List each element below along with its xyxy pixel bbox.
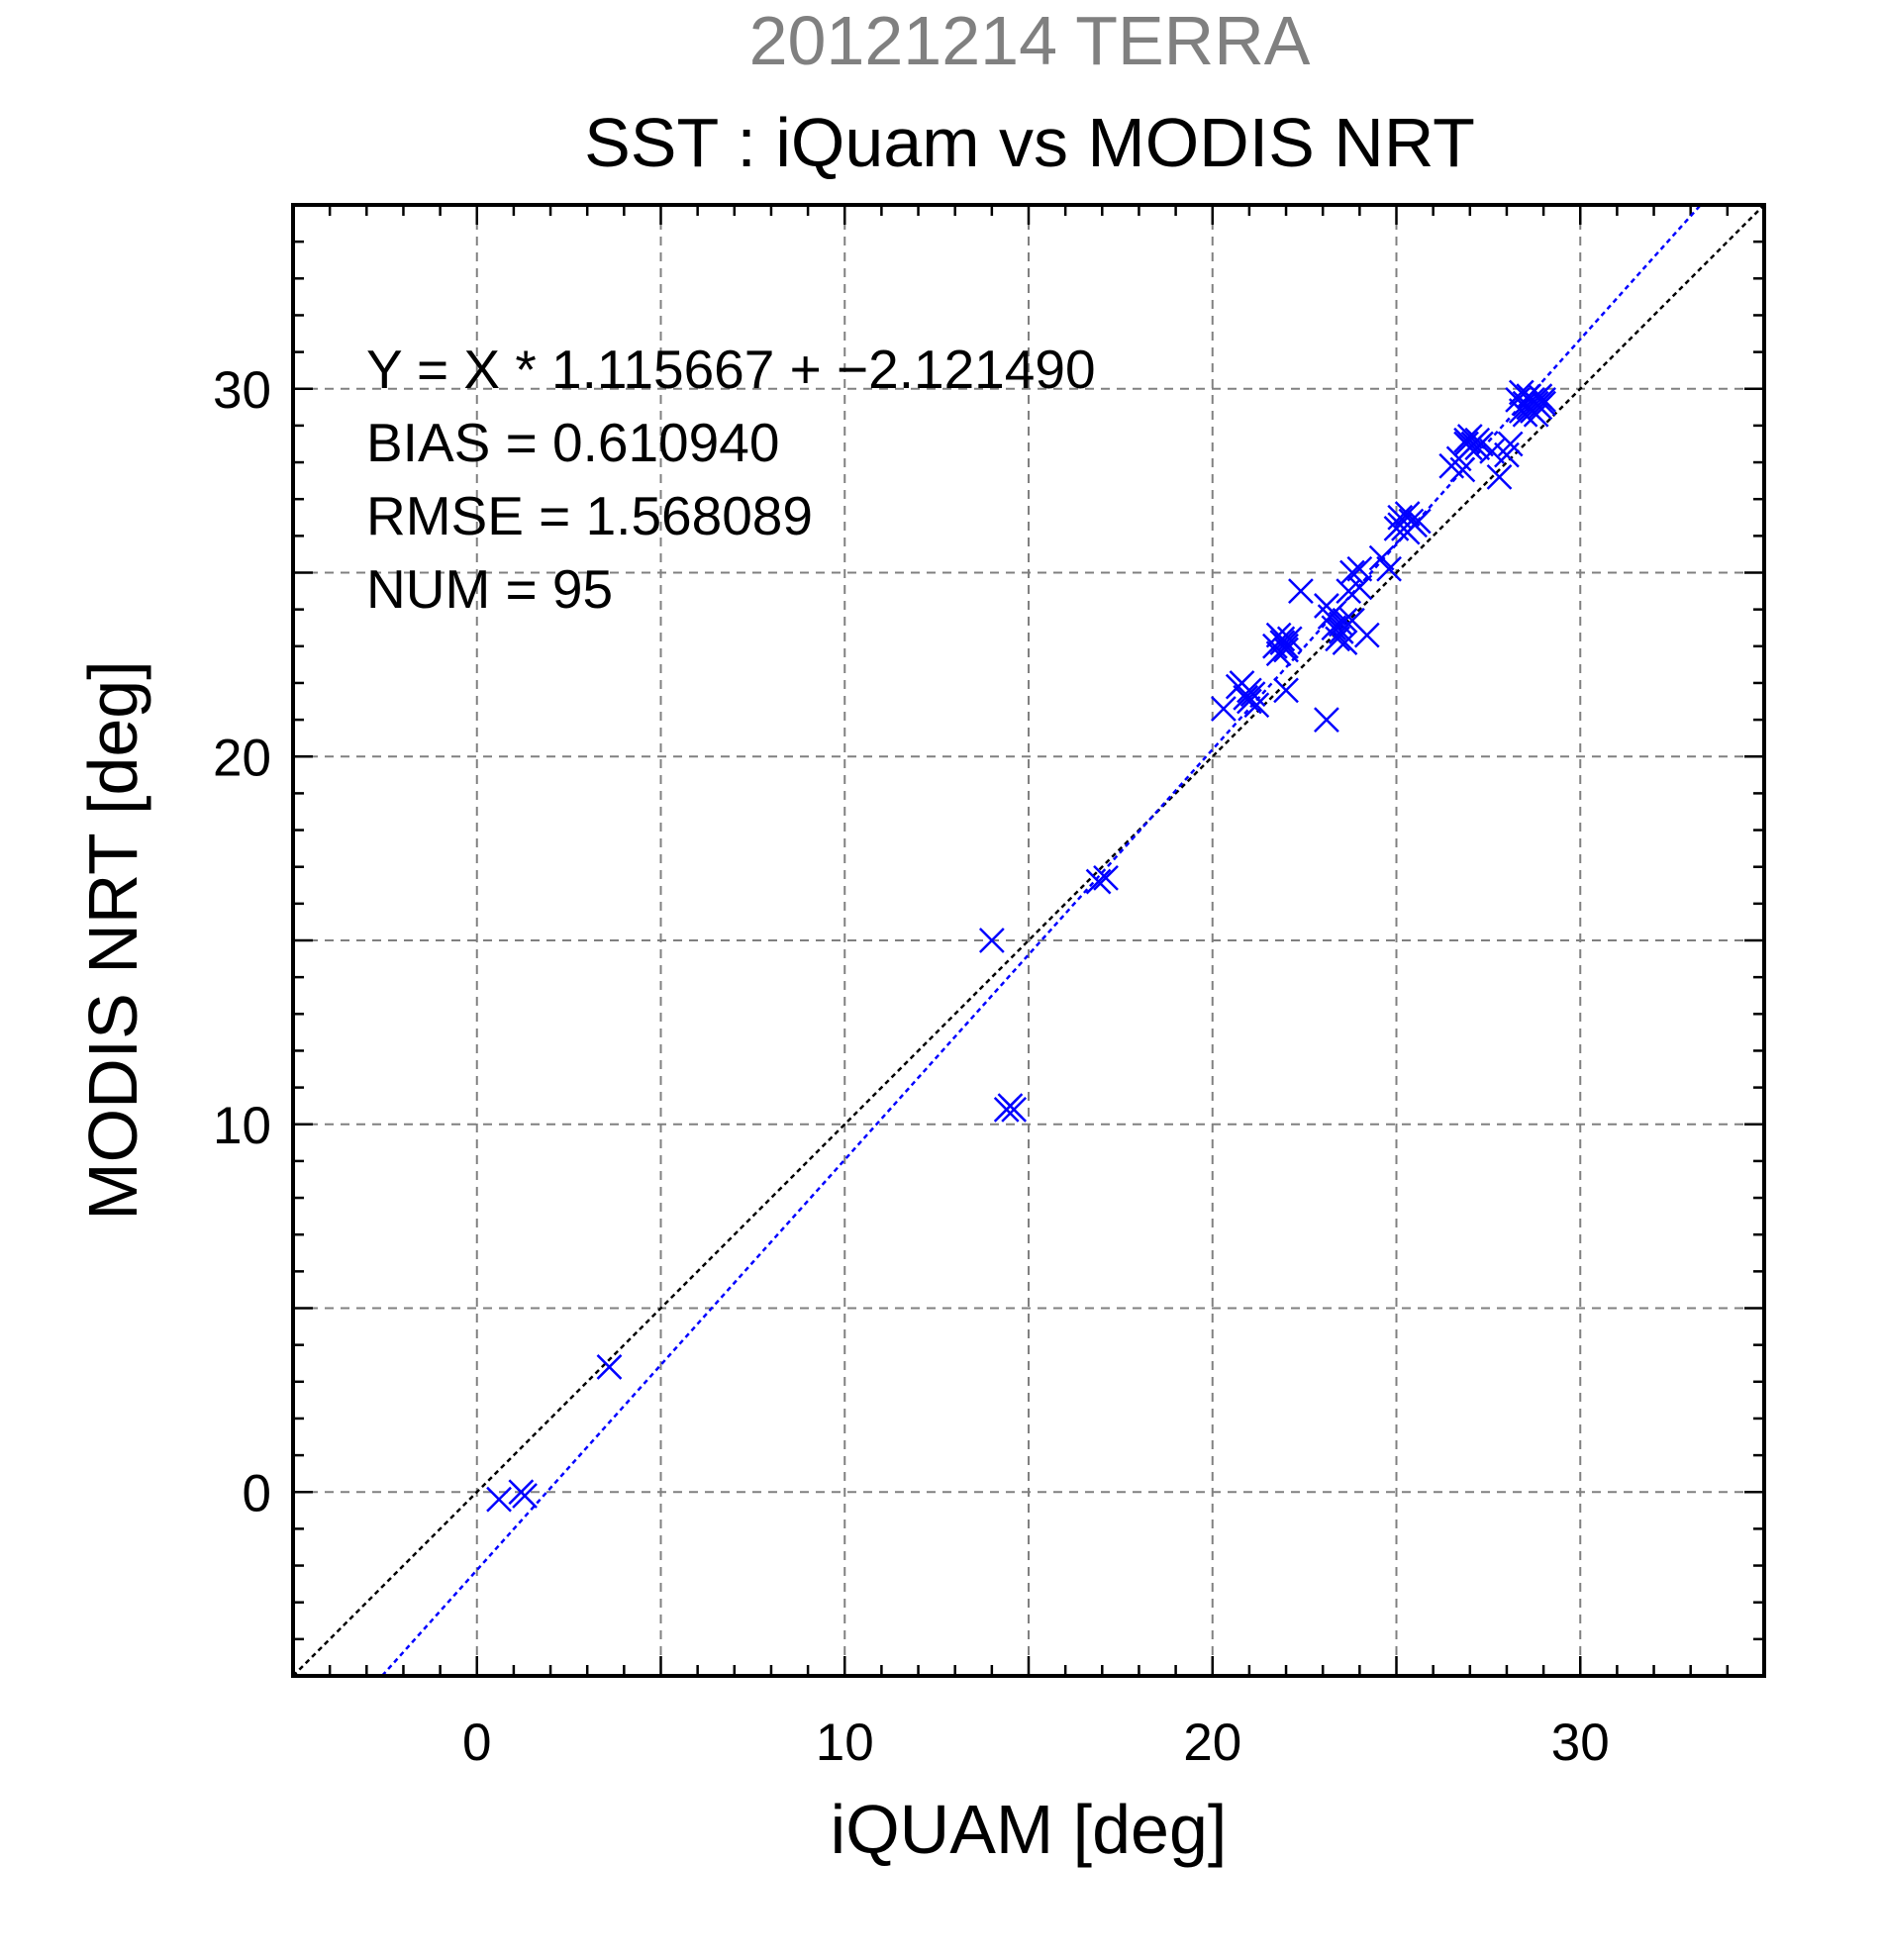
data-point xyxy=(1332,630,1358,655)
y-tick-label: 0 xyxy=(243,1464,271,1522)
data-point xyxy=(1325,626,1350,652)
tick-labels: 0 0 10 10 20 20 30 30 xyxy=(213,361,1610,1772)
x-tick-label: 10 xyxy=(816,1714,874,1772)
data-point xyxy=(1405,508,1432,535)
data-point xyxy=(1497,431,1524,457)
y-axis-label: MODIS NRT [deg] xyxy=(74,660,151,1220)
num-value: NUM = 95 xyxy=(366,558,613,620)
data-point xyxy=(1339,559,1365,586)
data-point xyxy=(512,1483,538,1509)
data-point xyxy=(486,1486,512,1513)
bias-value: BIAS = 0.610940 xyxy=(366,412,779,473)
data-point xyxy=(1394,501,1421,527)
data-point xyxy=(1479,439,1505,464)
data-point xyxy=(1346,555,1373,582)
data-point xyxy=(1001,1097,1028,1123)
regression-equation: Y = X * 1.115667 + −2.121490 xyxy=(366,339,1096,400)
data-point xyxy=(1243,692,1270,719)
x-tick-label: 30 xyxy=(1551,1714,1610,1772)
data-point xyxy=(1456,424,1483,449)
data-point xyxy=(1237,688,1262,715)
chart-suptitle: 20121214 TERRA xyxy=(749,2,1311,79)
data-point xyxy=(1353,622,1380,648)
data-point xyxy=(1288,578,1314,604)
data-point xyxy=(1368,544,1395,571)
data-points xyxy=(486,379,1556,1513)
data-point xyxy=(1273,633,1299,659)
data-point xyxy=(1273,677,1299,704)
data-point xyxy=(978,928,1005,953)
data-point xyxy=(1332,607,1358,634)
plot-frame xyxy=(291,203,1766,1678)
y-tick-label: 30 xyxy=(213,361,271,420)
data-point xyxy=(596,1354,623,1380)
data-point xyxy=(1531,387,1556,413)
x-tick-label: 20 xyxy=(1183,1714,1241,1772)
data-point xyxy=(1085,868,1112,895)
data-point xyxy=(1376,555,1402,582)
data-point xyxy=(1321,600,1347,627)
data-point xyxy=(1486,464,1513,490)
chart-title: SST : iQuam vs MODIS NRT xyxy=(584,104,1475,181)
rmse-value: RMSE = 1.568089 xyxy=(366,485,813,546)
data-point xyxy=(1093,864,1119,891)
data-point xyxy=(1276,626,1303,652)
data-point xyxy=(1314,707,1339,733)
stats-block: Y = X * 1.115667 + −2.121490 BIAS = 0.61… xyxy=(366,339,1096,620)
data-point xyxy=(1468,431,1494,457)
data-point xyxy=(1211,696,1237,722)
y-tick-label: 20 xyxy=(213,729,271,787)
data-point xyxy=(1449,456,1476,483)
x-tick-label: 0 xyxy=(462,1714,491,1772)
data-point xyxy=(1346,574,1373,601)
x-axis-label: iQUAM [deg] xyxy=(831,1791,1228,1868)
y-tick-label: 10 xyxy=(213,1097,271,1155)
data-point xyxy=(1531,390,1556,417)
